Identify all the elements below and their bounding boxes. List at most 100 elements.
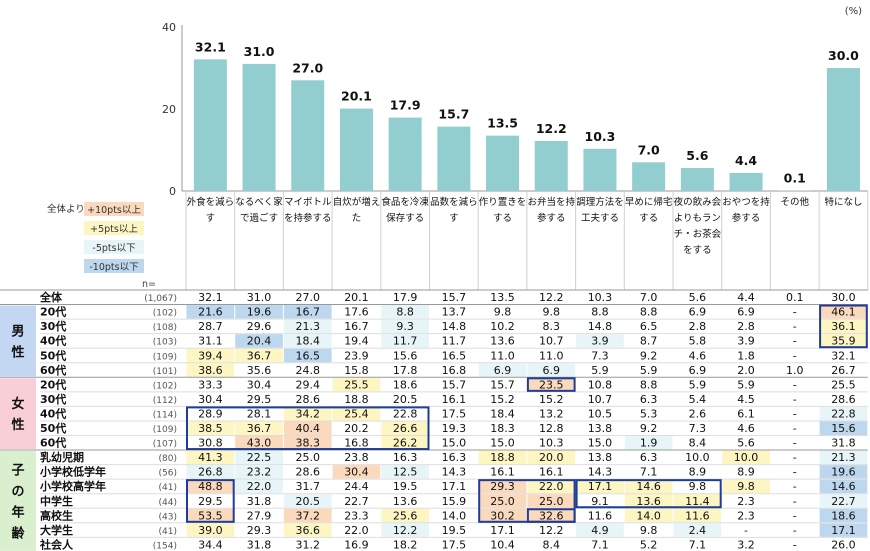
table-cell: 15.7: [490, 378, 515, 391]
table-cell: 13.7: [442, 306, 467, 319]
table-cell: -: [793, 422, 797, 435]
table-cell: 2.0: [737, 364, 755, 377]
table-cell: 43.0: [247, 437, 272, 450]
table-cell: 13.6: [636, 495, 661, 508]
table-cell: 21.3: [296, 320, 321, 333]
table-cell: 34.2: [296, 407, 321, 420]
table-cell: 29.4: [296, 378, 321, 391]
group-block: [0, 451, 36, 551]
row-n: (107): [153, 440, 177, 450]
row-label: 40代: [40, 334, 66, 348]
row-n: (43): [159, 512, 177, 522]
bar-value-label: 30.0: [828, 48, 859, 63]
table-cell: 26.2: [393, 437, 418, 450]
group-label: 男性: [11, 324, 24, 360]
highlight-cell: [186, 305, 235, 319]
table-cell: 3.9: [737, 335, 755, 348]
highlight-cell: [381, 421, 429, 435]
table-cell: 25.6: [393, 509, 418, 522]
table-cell: 46.1: [831, 306, 856, 319]
table-cell: 22.7: [831, 495, 856, 508]
table-cell: 13.8: [588, 451, 613, 464]
highlight-cell: [186, 421, 235, 435]
table-cell: 16.1: [490, 466, 515, 479]
table-cell: 31.8: [831, 437, 856, 450]
bar-value-label: 32.1: [195, 39, 226, 54]
table-cell: 32.1: [831, 349, 856, 362]
highlight-cell: [235, 465, 283, 479]
highlight-cell: [478, 363, 527, 377]
table-cell: 32.6: [539, 509, 564, 522]
table-cell: 6.3: [640, 451, 658, 464]
table-cell: 10.0: [685, 451, 710, 464]
highlight-cell: [381, 436, 429, 450]
table-cell: 14.3: [442, 466, 467, 479]
highlight-cell: [527, 508, 576, 523]
bar-value-label: 27.0: [292, 60, 323, 75]
table-cell: 18.3: [490, 422, 515, 435]
table-cell: 40.4: [296, 422, 321, 435]
table-cell: -: [793, 378, 797, 391]
highlight-box: [186, 479, 235, 523]
table-cell: 23.5: [539, 378, 564, 391]
table-cell: 21.3: [831, 451, 856, 464]
table-cell: 31.1: [198, 335, 223, 348]
highlight-cell: [235, 305, 283, 319]
highlight-cell: [819, 319, 868, 334]
table-cell: 6.3: [640, 393, 658, 406]
highlight-cell: [235, 479, 283, 494]
table-cell: 8.4: [689, 437, 707, 450]
table-cell: 36.7: [247, 349, 272, 362]
table-cell: 17.6: [344, 306, 369, 319]
category-label: なるべく家で過ごす: [235, 196, 283, 224]
table-cell: 7.0: [640, 291, 658, 304]
row-label: 中学生: [40, 494, 73, 508]
highlight-cell: [624, 508, 673, 523]
highlight-cell: [624, 494, 673, 508]
table-cell: 29.5: [198, 495, 223, 508]
bar: [632, 162, 666, 191]
row-label: 60代: [40, 436, 66, 450]
table-cell: 5.2: [640, 538, 658, 551]
table-cell: 29.3: [490, 480, 515, 493]
table-cell: 32.1: [198, 291, 223, 304]
highlight-cell: [186, 363, 235, 377]
category-label: おやつを持参する: [722, 196, 770, 224]
table-cell: 16.8: [344, 437, 369, 450]
bar: [193, 59, 227, 191]
highlight-cell: [283, 421, 332, 435]
table-cell: 22.8: [831, 407, 856, 420]
category-label: マイボトルを持参する: [284, 197, 332, 224]
row-n: (41): [159, 483, 177, 493]
table-cell: 17.8: [393, 364, 418, 377]
row-n: (103): [153, 338, 177, 348]
table-cell: 15.8: [344, 364, 369, 377]
table-cell: 15.7: [442, 378, 467, 391]
table-cell: 8.8: [591, 306, 609, 319]
table-cell: 22.8: [393, 407, 418, 420]
highlight-cell: [819, 406, 868, 421]
table-cell: 27.9: [247, 509, 272, 522]
bar-value-label: 5.6: [686, 148, 708, 163]
highlight-cell: [478, 450, 527, 465]
table-cell: 12.8: [539, 422, 564, 435]
table-cell: 19.5: [393, 480, 418, 493]
table-cell: 8.3: [543, 320, 561, 333]
highlight-box: [526, 508, 576, 523]
highlight-cell: [283, 508, 332, 523]
table-cell: 5.6: [689, 291, 707, 304]
table-cell: 22.0: [247, 480, 272, 493]
table-cell: 15.2: [490, 393, 515, 406]
table-cell: 18.6: [393, 378, 418, 391]
row-n: (112): [153, 396, 177, 406]
table-cell: 18.8: [490, 451, 515, 464]
table-cell: 0.1: [786, 291, 804, 304]
table-cell: -: [793, 451, 797, 464]
table-cell: 20.1: [344, 291, 369, 304]
table-cell: 1.8: [737, 349, 755, 362]
highlight-cell: [186, 508, 235, 523]
unit-label: (%): [845, 6, 862, 17]
table-cell: 11.0: [490, 349, 515, 362]
table-cell: 5.8: [689, 335, 707, 348]
table-cell: -: [793, 407, 797, 420]
